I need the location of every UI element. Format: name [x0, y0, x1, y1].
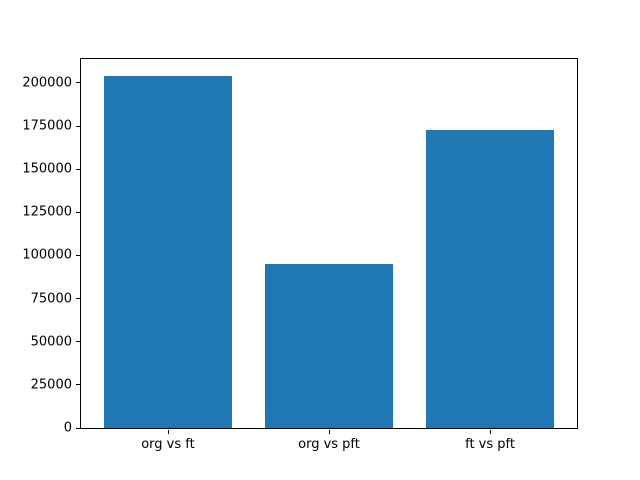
- y-tick-mark: [76, 427, 80, 429]
- y-tick-label: 0: [63, 420, 72, 436]
- x-tick-mark: [490, 430, 492, 434]
- y-tick-label: 150000: [22, 161, 72, 177]
- y-tick-mark: [76, 254, 80, 256]
- x-tick-label: org vs pft: [298, 437, 360, 452]
- y-tick-label: 25000: [30, 377, 72, 393]
- bar-ft-vs-pft: [425, 129, 555, 428]
- y-tick-label: 125000: [22, 204, 72, 220]
- y-tick-mark: [76, 384, 80, 386]
- y-tick-label: 50000: [30, 334, 72, 350]
- bar-org-vs-ft: [103, 76, 233, 428]
- y-tick-label: 75000: [30, 291, 72, 307]
- y-tick-mark: [76, 211, 80, 213]
- y-tick-mark: [76, 298, 80, 300]
- x-tick-label: ft vs pft: [465, 437, 515, 452]
- x-tick-mark: [329, 430, 330, 434]
- x-tick-label: org vs ft: [141, 437, 195, 452]
- y-tick-mark: [76, 82, 80, 84]
- bar-org-vs-pft: [264, 264, 394, 428]
- plot-area: org vs ft org vs pft ft vs pft 0 25000 50000 7…: [22, 57, 578, 451]
- y-tick-label: 175000: [22, 118, 72, 134]
- y-tick-mark: [76, 125, 80, 127]
- y-tick-label: 100000: [22, 247, 72, 263]
- y-tick-mark: [76, 341, 80, 343]
- y-tick-mark: [76, 168, 80, 170]
- y-tick-label: 200000: [22, 75, 72, 91]
- x-tick-mark: [167, 430, 169, 434]
